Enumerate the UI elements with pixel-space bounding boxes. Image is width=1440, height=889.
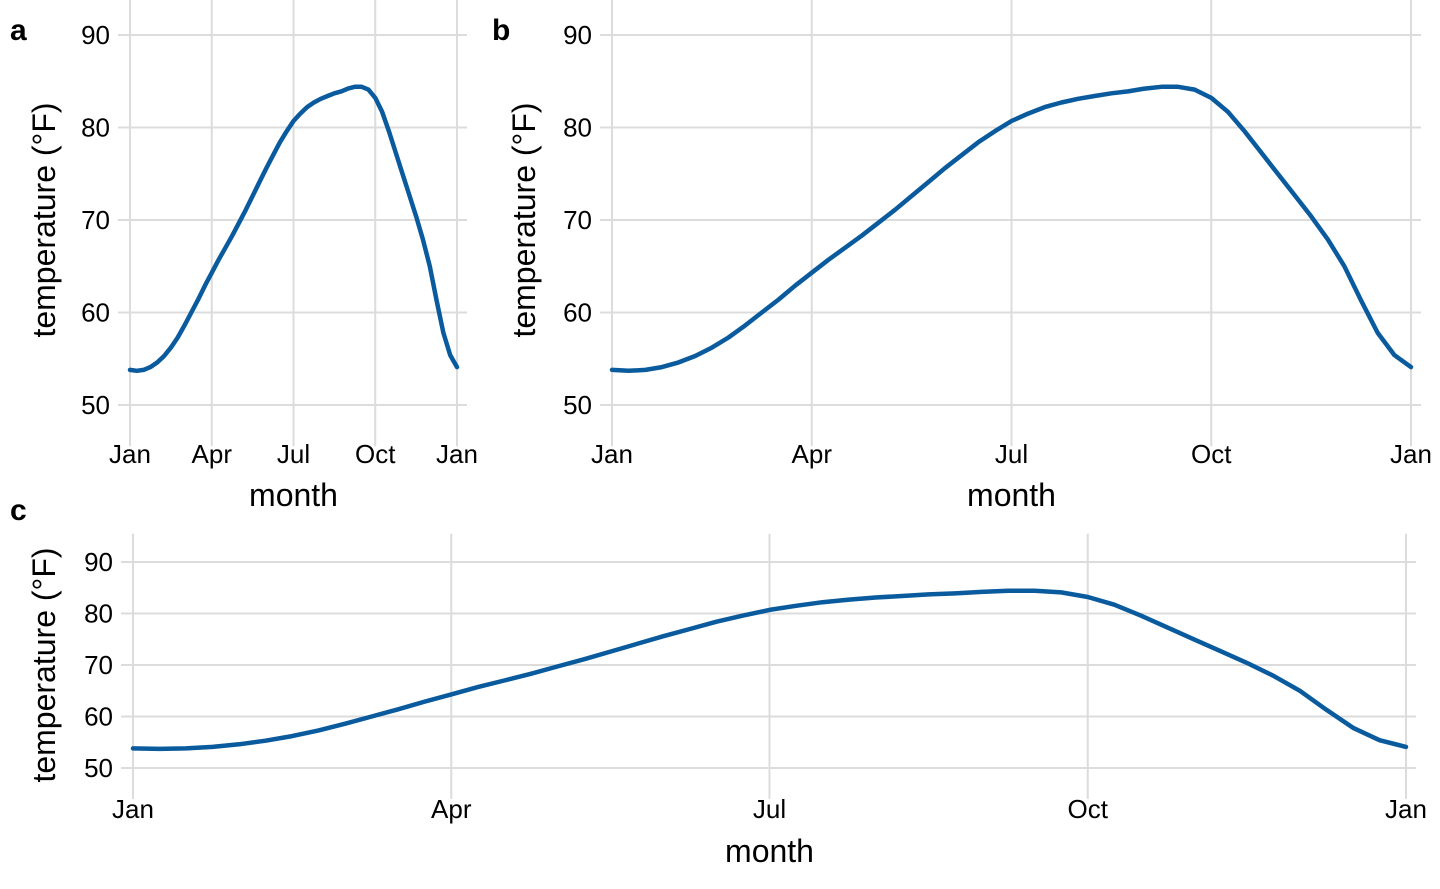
y-axis-title: temperature (°F): [26, 547, 62, 782]
panel-c: 50 60 70 80 90 Jan Apr Jul Oct Jan month temperatur…: [10, 494, 1427, 869]
y-tick-label: 70: [81, 205, 110, 235]
temperature-series-line: [127, 84, 460, 374]
x-tick-label: Jan: [1385, 794, 1427, 824]
x-tick-label: Jul: [277, 439, 310, 469]
x-tick-label: Jul: [995, 439, 1028, 469]
panel-a: 50 60 70 80 90 Jan Apr Jul Oct Jan month temperatur…: [10, 0, 478, 513]
y-tick-label: 90: [81, 20, 110, 50]
y-tick-label: 70: [84, 650, 113, 680]
panel-letter: b: [492, 14, 510, 47]
x-tick-label: Oct: [1068, 794, 1109, 824]
x-tick-label: Jan: [591, 439, 633, 469]
y-tick-label: 90: [84, 547, 113, 577]
x-tick-label: Jul: [753, 794, 786, 824]
y-tick-label: 70: [563, 205, 592, 235]
y-tick-label: 80: [84, 599, 113, 629]
y-tick-label: 50: [81, 390, 110, 420]
y-axis-title: temperature (°F): [506, 102, 542, 337]
x-tick-label: Apr: [192, 439, 233, 469]
y-tick-label: 90: [563, 20, 592, 50]
panel-letter: a: [10, 14, 27, 47]
x-tick-label: Jan: [112, 794, 154, 824]
panel-b: 50 60 70 80 90 Jan Apr Jul Oct Jan month temperatur…: [492, 0, 1432, 513]
x-axis-title: month: [725, 833, 814, 869]
x-tick-label: Oct: [355, 439, 396, 469]
y-tick-label: 50: [563, 390, 592, 420]
y-tick-label: 60: [84, 702, 113, 732]
y-tick-label: 80: [563, 113, 592, 143]
temperature-series-line: [609, 84, 1414, 374]
y-tick-label: 80: [81, 113, 110, 143]
y-axis-title: temperature (°F): [26, 102, 62, 337]
y-tick-label: 60: [81, 298, 110, 328]
x-axis-title: month: [249, 477, 338, 513]
x-axis-title: month: [967, 477, 1056, 513]
x-tick-label: Oct: [1191, 439, 1232, 469]
x-tick-label: Apr: [792, 439, 833, 469]
x-tick-label: Jan: [436, 439, 478, 469]
temperature-series-line: [130, 588, 1409, 752]
x-tick-label: Apr: [431, 794, 472, 824]
y-tick-label: 50: [84, 753, 113, 783]
x-tick-label: Jan: [109, 439, 151, 469]
x-tick-label: Jan: [1390, 439, 1432, 469]
panel-letter: c: [10, 494, 27, 527]
y-tick-label: 60: [563, 298, 592, 328]
